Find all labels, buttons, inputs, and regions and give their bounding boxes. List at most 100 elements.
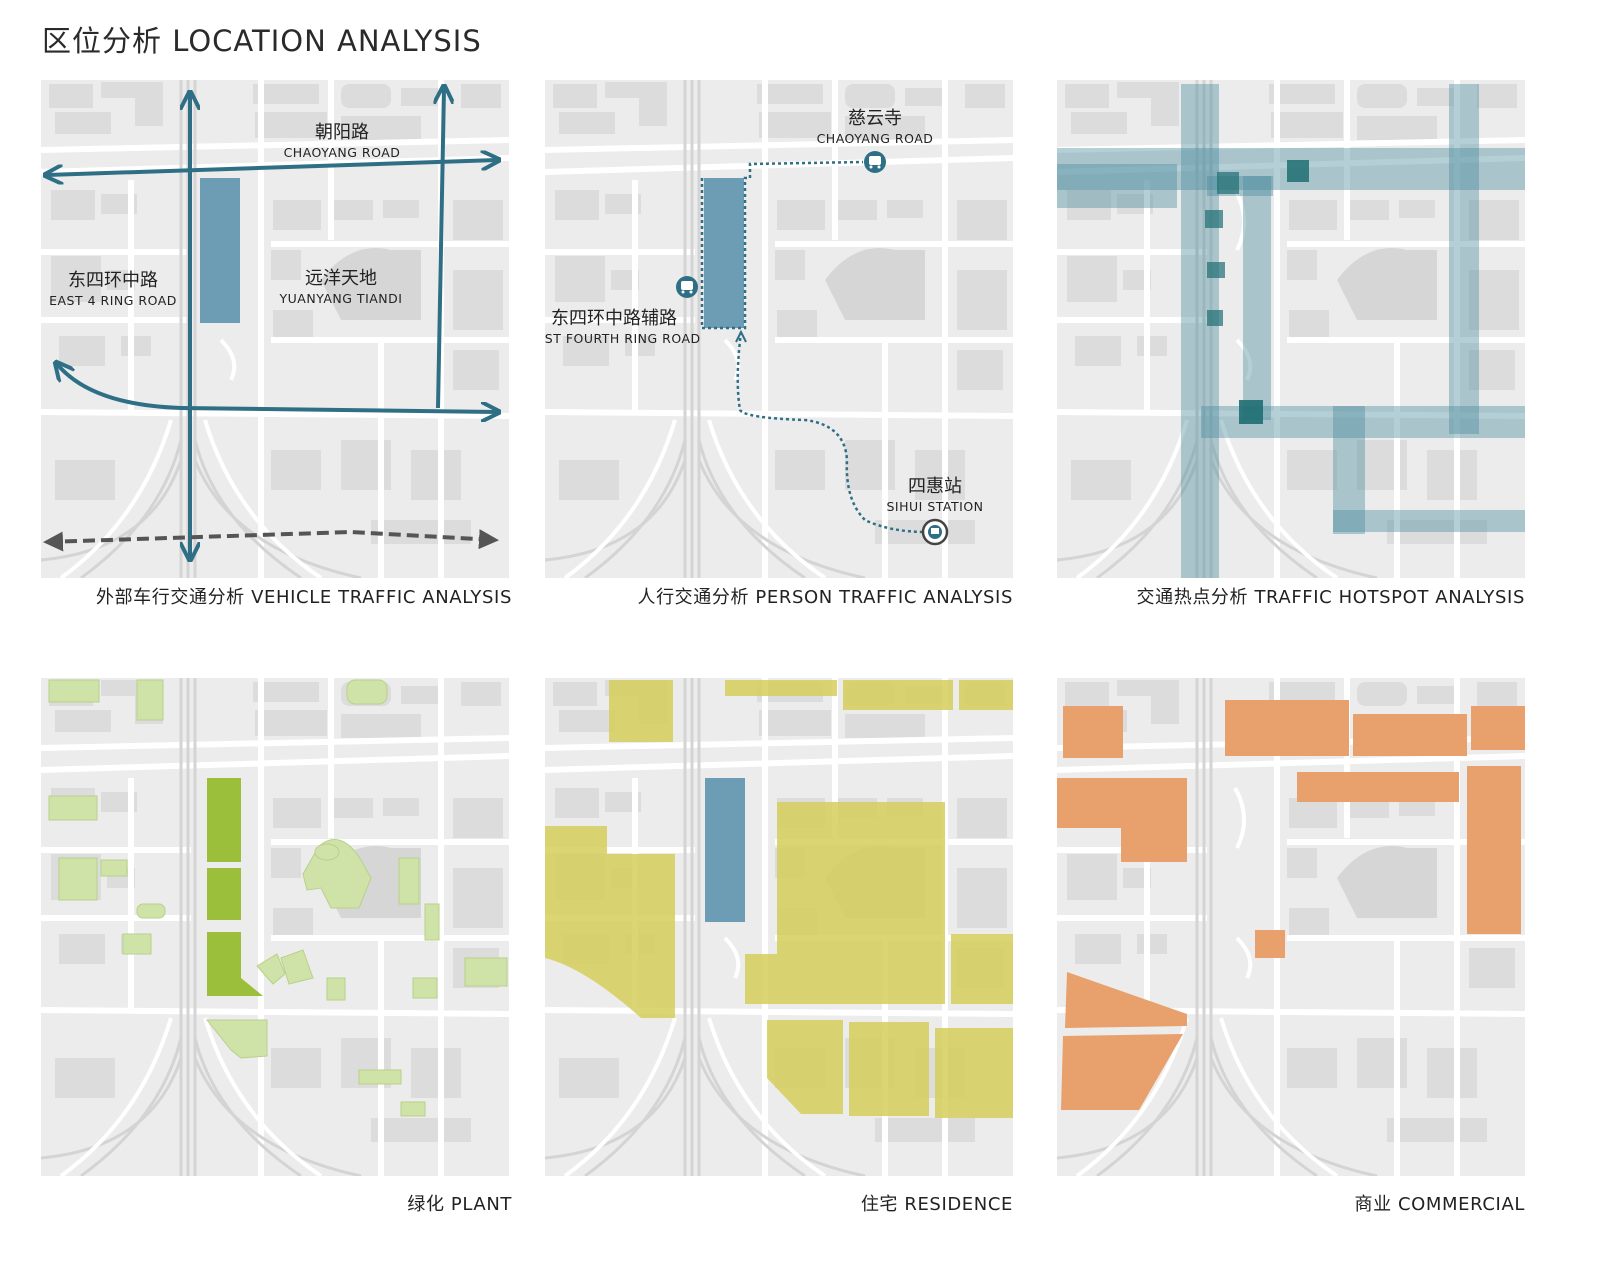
hotspot-node xyxy=(1207,310,1223,326)
hotspot-band xyxy=(1243,176,1271,420)
ciyun-cn: 慈云寺 xyxy=(848,108,902,129)
route-arrowhead xyxy=(735,329,747,343)
hotspot-band xyxy=(1449,84,1479,434)
commercial-overlay xyxy=(1057,700,1525,1110)
person-traffic-map: 慈云寺 CHAOYANG ROAD 东四环中路辅路 EAST FOURTH RI… xyxy=(545,80,1013,578)
hotspot-map xyxy=(1057,80,1525,578)
plant-area xyxy=(314,843,340,861)
commercial-area xyxy=(1063,706,1123,758)
fourth-cn: 东四环中路辅路 xyxy=(551,308,677,329)
chaoyang-en: CHAOYANG ROAD xyxy=(283,145,401,160)
yuanyang-label: 远洋天地 YUANYANG TIANDI xyxy=(271,264,411,306)
person-caption: 人行交通分析 PERSON TRAFFIC ANALYSIS xyxy=(637,587,1013,608)
plant-map xyxy=(41,678,509,1176)
hotspot-node xyxy=(1217,172,1239,194)
plant-area xyxy=(136,679,164,721)
residence-area xyxy=(849,1022,929,1116)
hotspot-overlay xyxy=(1057,84,1525,578)
pedestrian-route-south xyxy=(736,331,928,534)
hotspot-band xyxy=(1333,510,1525,532)
east4-road-label: 东四环中路 EAST 4 RING ROAD xyxy=(43,266,183,308)
plant-area xyxy=(464,957,508,987)
plant-area xyxy=(398,857,420,905)
chaoyang-cn: 朝阳路 xyxy=(315,122,369,143)
commercial-map xyxy=(1057,678,1525,1176)
site-block xyxy=(704,178,744,328)
hotspot-band xyxy=(1207,176,1273,196)
plant-area xyxy=(424,903,440,941)
plant-area xyxy=(256,953,286,985)
page-title: 区位分析 LOCATION ANALYSIS xyxy=(42,24,482,58)
residence-area xyxy=(725,680,837,696)
plant-area xyxy=(100,859,128,877)
subway-station-icon xyxy=(921,518,949,546)
plant-area xyxy=(412,977,438,999)
plant-area xyxy=(207,932,263,996)
site-block xyxy=(200,178,240,323)
commercial-area xyxy=(1225,700,1349,756)
hotspot-node xyxy=(1205,210,1223,228)
yuanyang-en: YUANYANG TIANDI xyxy=(279,291,403,306)
plant-caption: 绿化 PLANT xyxy=(407,1194,512,1215)
plant-area xyxy=(326,977,346,1001)
residence-area xyxy=(609,680,673,742)
plant-area xyxy=(207,868,241,920)
chaoyang-road-label: 朝阳路 CHAOYANG ROAD xyxy=(272,118,412,160)
chaoyang-road-arrow xyxy=(47,160,497,175)
commercial-area xyxy=(1467,766,1521,934)
vehicle-overlay xyxy=(41,80,509,578)
residence-area xyxy=(843,680,953,710)
residence-area xyxy=(745,802,945,1004)
rail-dashed-arrow xyxy=(43,529,499,552)
plant-area xyxy=(400,1101,426,1117)
plant-area xyxy=(136,903,166,919)
east4-cn: 东四环中路 xyxy=(68,270,158,291)
plant-area xyxy=(358,1069,402,1085)
commercial-area xyxy=(1353,714,1467,756)
residence-caption: 住宅 RESIDENCE xyxy=(860,1194,1013,1215)
hotspot-node xyxy=(1239,400,1263,424)
vehicle-caption: 外部车行交通分析 VEHICLE TRAFFIC ANALYSIS xyxy=(95,587,512,608)
plant-area xyxy=(48,679,100,703)
bus-stop-icon xyxy=(676,276,698,298)
commercial-area xyxy=(1297,772,1459,802)
sihui-cn: 四惠站 xyxy=(908,476,962,497)
fourth-en: EAST FOURTH RING ROAD xyxy=(545,331,701,346)
hotspot-node xyxy=(1207,262,1225,278)
plant-overlay xyxy=(48,679,508,1117)
yuanyang-cn: 远洋天地 xyxy=(305,268,377,289)
commercial-area xyxy=(1061,1034,1183,1110)
plant-area xyxy=(207,778,241,862)
hotspot-band xyxy=(1057,164,1177,208)
plant-area xyxy=(205,1019,268,1059)
commercial-area xyxy=(1065,972,1187,1028)
residence-map xyxy=(545,678,1013,1176)
person-overlay xyxy=(676,151,949,546)
residence-area xyxy=(545,826,675,1018)
hotspot-caption: 交通热点分析 TRAFFIC HOTSPOT ANALYSIS xyxy=(1136,587,1525,608)
ciyun-en: CHAOYANG ROAD xyxy=(816,131,934,146)
hotspot-band xyxy=(1333,406,1365,534)
plant-area xyxy=(280,949,314,985)
fourth-ring-label: 东四环中路辅路 EAST FOURTH RING ROAD xyxy=(545,304,705,346)
bus-stop-icon xyxy=(864,151,886,173)
plant-area xyxy=(58,857,98,901)
plant-area xyxy=(48,795,98,821)
residence-area xyxy=(951,934,1013,1004)
residence-overlay xyxy=(545,680,1013,1118)
vehicle-traffic-map: 朝阳路 CHAOYANG ROAD 东四环中路 EAST 4 RING ROAD… xyxy=(41,80,509,578)
commercial-area xyxy=(1471,706,1525,750)
commercial-area xyxy=(1057,778,1187,862)
site-block xyxy=(705,778,745,922)
ciyun-label: 慈云寺 CHAOYANG ROAD xyxy=(805,104,945,146)
south-road-arrow xyxy=(57,364,497,412)
sihui-label: 四惠站 SIHUI STATION xyxy=(865,472,1005,514)
hotspot-node xyxy=(1287,160,1309,182)
hotspot-band xyxy=(1181,84,1219,578)
east4-en: EAST 4 RING ROAD xyxy=(49,293,177,308)
residence-area xyxy=(935,1028,1013,1118)
residence-area xyxy=(767,1020,843,1114)
east-road-arrow xyxy=(438,88,444,409)
commercial-caption: 商业 COMMERCIAL xyxy=(1354,1194,1525,1215)
commercial-area xyxy=(1255,930,1285,958)
